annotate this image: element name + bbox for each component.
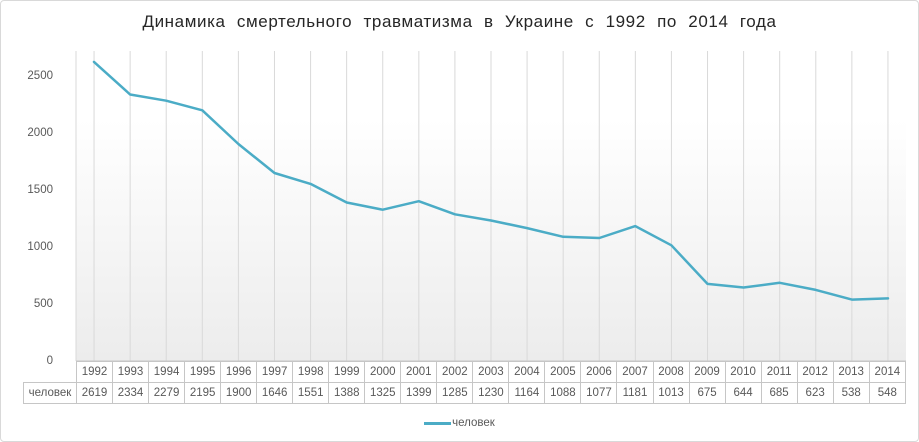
y-tick-label: 1000 [27,240,53,253]
value-cell: 2619 [75,382,114,404]
value-cell: 1646 [256,382,294,404]
value-cell: 1181 [616,382,654,404]
year-cell: 2000 [364,361,402,383]
value-cell: 548 [868,382,907,404]
legend: человек [1,415,918,431]
value-cell: 1388 [328,382,366,404]
table-row-years: 1992 1993 1994 1995 1996 1997 1998 1999 2000 2001… [24,361,907,383]
year-cell: 2012 [796,361,834,383]
y-tick-label: 2500 [27,69,53,82]
data-line-chelovek [92,60,890,301]
value-cell: 1900 [220,382,258,404]
year-cell: 2004 [508,361,546,383]
year-cell: 1994 [148,361,186,383]
table-corner-cell [24,362,77,383]
value-cell: 1325 [364,382,402,404]
value-cell: 1013 [652,382,690,404]
value-cell: 1230 [472,382,510,404]
year-cell: 1993 [112,361,150,383]
value-cell: 675 [688,382,726,404]
series-label-cell: человек [23,382,77,404]
y-tick-label: 500 [33,297,53,310]
year-cell: 2006 [580,361,618,383]
year-cell: 2008 [652,361,690,383]
value-cell: 1399 [400,382,438,404]
year-cell: 1992 [75,361,114,383]
year-cell: 2009 [688,361,726,383]
y-axis-labels: 0 500 1000 1500 2000 2500 [1,1,53,441]
year-cell: 2014 [868,361,907,383]
y-tick-label: 2000 [27,126,53,139]
y-tick-label: 1500 [27,183,53,196]
value-cell: 538 [832,382,870,404]
year-cell: 1999 [328,361,366,383]
value-cell: 2334 [112,382,150,404]
table-row-values: человек 2619 2334 2279 2195 1900 1646 1551 1388 1… [23,382,907,404]
chart-title: Динамика смертельного травматизма в Укра… [142,12,777,31]
value-cell: 1164 [508,382,546,404]
year-cell: 2010 [724,361,762,383]
value-cell: 1551 [292,382,330,404]
value-cell: 1077 [580,382,618,404]
legend-line-swatch [424,421,452,425]
year-cell: 2013 [832,361,870,383]
y-tick-label: 0 [46,355,53,367]
year-cell: 2011 [760,361,798,383]
year-cell: 2005 [544,361,582,383]
data-table: 1992 1993 1994 1995 1996 1997 1998 1999 2000 2001… [23,361,907,404]
year-cell: 2001 [400,361,438,383]
year-cell: 1997 [256,361,294,383]
value-cell: 623 [796,382,834,404]
value-cell: 2195 [184,382,222,404]
year-cell: 1996 [220,361,258,383]
year-cell: 1998 [292,361,330,383]
value-cell: 1285 [436,382,474,404]
legend-label: человек [452,417,495,429]
value-cell: 1088 [544,382,582,404]
year-cell: 1995 [184,361,222,383]
year-cell: 2002 [436,361,474,383]
year-cell: 2003 [472,361,510,383]
value-cell: 644 [724,382,762,404]
value-cell: 685 [760,382,798,404]
value-cell: 2279 [148,382,186,404]
year-cell: 2007 [616,361,654,383]
